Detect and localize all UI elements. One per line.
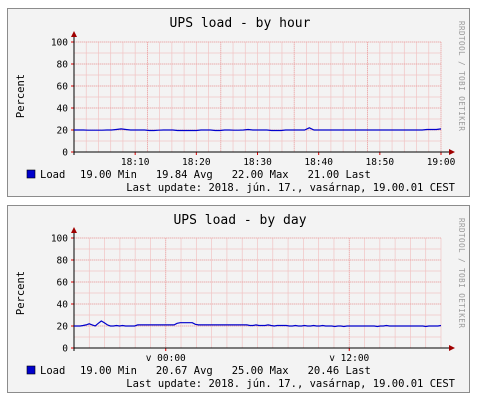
legend-swatch bbox=[26, 169, 36, 179]
y-tick-label: 0 bbox=[62, 148, 68, 159]
chart-hour: UPS load - by hour Percent RRDTOOL / TOB… bbox=[15, 16, 466, 194]
x-tick-label: v 00:00 bbox=[146, 353, 186, 364]
legend-label: Load bbox=[40, 365, 65, 377]
chart-day: UPS load - by day Percent RRDTOOL / TOBI… bbox=[15, 213, 466, 390]
watermark: RRDTOOL / TOBI OETIKER bbox=[457, 21, 466, 131]
x-tick-label: 18:20 bbox=[182, 157, 211, 168]
x-tick-label: 18:40 bbox=[304, 157, 333, 168]
x-tick-label: 18:30 bbox=[243, 157, 272, 168]
y-tick-label: 40 bbox=[57, 300, 69, 311]
x-tick-label: 18:10 bbox=[121, 157, 150, 168]
x-tick-label: 19:00 bbox=[427, 157, 456, 168]
series-line-load bbox=[74, 320, 442, 328]
grid-major bbox=[74, 237, 441, 348]
x-tick-labels: v 00:00 v 12:00 bbox=[146, 353, 370, 364]
last-update: Last update: 2018. jún. 17., vasárnap, 1… bbox=[126, 182, 455, 194]
y-tick-label: 60 bbox=[57, 278, 69, 289]
grid-minor bbox=[74, 237, 442, 348]
last-update: Last update: 2018. jún. 17., vasárnap, 1… bbox=[126, 378, 455, 390]
y-tick-labels: 0 20 40 60 80 100 bbox=[51, 38, 68, 159]
grid-major bbox=[74, 41, 442, 152]
series-lines bbox=[74, 127, 442, 132]
x-tick-labels: 18:10 18:20 18:30 18:40 18:50 19:00 bbox=[121, 157, 456, 168]
y-axis-label: Percent bbox=[15, 74, 27, 118]
y-tick-label: 20 bbox=[57, 322, 69, 333]
y-axis-arrow bbox=[71, 227, 77, 233]
legend-label: Load bbox=[40, 169, 65, 181]
y-axis-arrow bbox=[71, 31, 77, 37]
x-axis-arrow bbox=[449, 149, 455, 155]
graph-panel-hour: UPS load - by hour Percent RRDTOOL / TOB… bbox=[7, 8, 470, 197]
chart-title: UPS load - by day bbox=[173, 213, 306, 228]
axes bbox=[71, 31, 455, 155]
y-tick-label: 100 bbox=[51, 234, 68, 245]
x-tick-label: 18:50 bbox=[366, 157, 395, 168]
legend-swatch bbox=[26, 365, 36, 375]
graph-panel-day: UPS load - by day Percent RRDTOOL / TOBI… bbox=[7, 205, 470, 393]
x-axis-arrow bbox=[449, 345, 455, 351]
y-tick-labels: 0 20 40 60 80 100 bbox=[51, 234, 68, 355]
y-tick-label: 100 bbox=[51, 38, 68, 49]
y-tick-label: 60 bbox=[57, 82, 69, 93]
legend-stats: 19.00 Min 19.84 Avg 22.00 Max 21.00 Last bbox=[80, 169, 371, 181]
y-axis-label: Percent bbox=[15, 271, 27, 315]
y-tick-label: 20 bbox=[57, 126, 69, 137]
axes bbox=[71, 227, 455, 351]
watermark: RRDTOOL / TOBI OETIKER bbox=[457, 218, 466, 328]
series-line-load bbox=[74, 127, 442, 132]
y-tick-label: 0 bbox=[62, 344, 68, 355]
series-lines bbox=[74, 320, 442, 328]
y-tick-label: 40 bbox=[57, 104, 69, 115]
y-tick-label: 80 bbox=[57, 256, 69, 267]
x-tick-label: v 12:00 bbox=[329, 353, 369, 364]
grid-minor bbox=[74, 41, 442, 152]
legend-stats: 19.00 Min 20.67 Avg 25.00 Max 20.46 Last bbox=[80, 365, 371, 377]
y-tick-label: 80 bbox=[57, 60, 69, 71]
chart-title: UPS load - by hour bbox=[170, 16, 311, 31]
